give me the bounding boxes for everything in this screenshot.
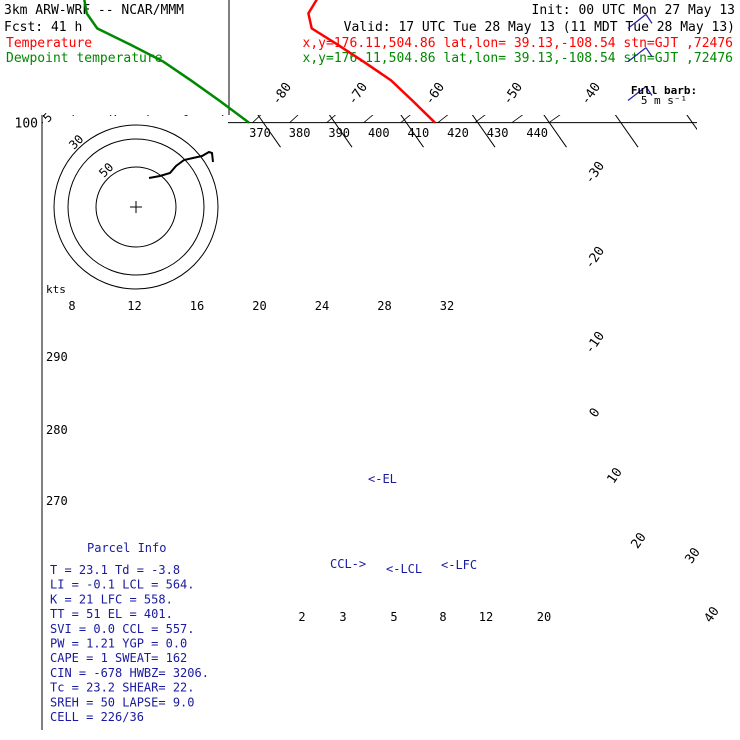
- ring-mid: [67, 138, 205, 276]
- theta-label-left: 270: [46, 494, 68, 508]
- isotherm-label: -10: [582, 329, 608, 357]
- speed-tick-label: 8: [68, 299, 75, 313]
- mixing-ratio-label: 2: [298, 610, 305, 624]
- isotherm-label: -70: [345, 80, 371, 108]
- init-time: Init: 00 UTC Mon 27 May 13: [532, 3, 736, 18]
- parcel-info-row: SVI = 0.0 CCL = 557.: [50, 622, 195, 636]
- parcel-info-row: PW = 1.21 YGP = 0.0: [50, 637, 187, 651]
- lfc-marker: <-LFC: [441, 558, 477, 572]
- ccl-marker: CCL->: [330, 557, 366, 571]
- speed-tick-label: 24: [315, 299, 329, 313]
- mixing-ratio-label: 5: [390, 610, 397, 624]
- sounding-profiles: [83, 0, 436, 124]
- speed-tick-label: 16: [190, 299, 204, 313]
- barb-flag: [645, 14, 653, 24]
- isotherm-label: -20: [582, 244, 608, 272]
- isotherm-label: -30: [582, 159, 608, 187]
- theta-label: 410: [408, 126, 430, 140]
- parcel-info-row: SREH = 50 LAPSE= 9.0: [50, 695, 195, 709]
- hodograph-unit: kts: [46, 283, 66, 296]
- wind-barb: [627, 47, 653, 63]
- pressure-axis: 1002003004005006007008009001000: [15, 0, 230, 730]
- parcel-info-panel: Parcel Info T = 23.1 Td = -3.8LI = -0.1 …: [43, 538, 229, 728]
- hodograph-trace: [148, 150, 214, 179]
- temperature-legend: Temperature: [6, 36, 92, 51]
- isotherm-label: -40: [578, 80, 604, 108]
- theta-label-left: 280: [46, 423, 68, 437]
- isotherm-label: 40: [701, 604, 722, 625]
- isotherm-label: -50: [500, 80, 526, 108]
- theta-label: 420: [447, 126, 469, 140]
- mixing-ratio-label: 3: [339, 610, 346, 624]
- wind-barb: [627, 86, 653, 101]
- speed-tick-label: 28: [377, 299, 391, 313]
- theta-label: 400: [368, 126, 390, 140]
- isotherm-label: 30: [682, 545, 703, 566]
- barb-legend-unit: 5 m s⁻¹: [641, 94, 687, 107]
- parcel-info-row: CIN = -678 HWBZ= 3206.: [50, 666, 209, 680]
- barb-flag: [645, 47, 653, 57]
- mixing-ratio-label: 8: [439, 610, 446, 624]
- ring-inner: [95, 166, 177, 248]
- parcel-info-row: LI = -0.1 LCL = 564.: [50, 578, 195, 592]
- ring-outer: [53, 124, 219, 290]
- temperature-location: x,y=176.11,504.86 lat,lon= 39.13,-108.54…: [303, 36, 733, 51]
- model-title: 3km ARW-WRF -- NCAR/MMM: [4, 3, 184, 18]
- theta-label: 380: [289, 126, 311, 140]
- mixing-ratio-label: 12: [479, 610, 493, 624]
- speed-tick-label: 20: [252, 299, 266, 313]
- isotherm-label: -60: [422, 80, 448, 108]
- parcel-info-row: Tc = 23.2 SHEAR= 22.: [50, 681, 195, 695]
- theta-label-left: 290: [46, 350, 68, 364]
- parcel-info-row: TT = 51 EL = 401.: [50, 607, 173, 621]
- speed-tick-label: 12: [127, 299, 141, 313]
- temperature-line: [307, 0, 436, 124]
- parcel-info-row: T = 23.1 Td = -3.8: [50, 563, 180, 577]
- valid-time: Valid: 17 UTC Tue 28 May 13 (11 MDT Tue …: [344, 20, 735, 35]
- pressure-label: 100: [15, 117, 38, 132]
- forecast-hour: Fcst: 41 h: [4, 20, 82, 35]
- dewpoint-legend: Dewpoint temperature: [6, 51, 163, 66]
- barb-shaft: [627, 13, 647, 29]
- theta-label: 370: [249, 126, 271, 140]
- el-marker: <-EL: [368, 472, 397, 486]
- wind-barb: [627, 13, 653, 29]
- isotherm-label: 20: [628, 530, 649, 551]
- parcel-info-row: K = 21 LFC = 558.: [50, 592, 173, 606]
- barb-legend-title: Full barb:: [631, 84, 697, 97]
- theta-label: 390: [328, 126, 350, 140]
- parcel-info-title: Parcel Info: [87, 541, 166, 555]
- isotherm-label: 10: [604, 465, 625, 486]
- parcel-info-row: CAPE = 1 SWEAT= 162: [50, 651, 187, 665]
- parcel-info-row: CELL = 226/36: [50, 710, 144, 724]
- wind-barbs: [627, 13, 653, 101]
- barb-flag: [645, 86, 653, 96]
- isotherm-label: -80: [269, 80, 295, 108]
- dewpoint-line: [83, 0, 250, 124]
- mixing-ratio-label: 20: [537, 610, 551, 624]
- speed-tick-label: 32: [440, 299, 454, 313]
- lcl-marker: <-LCL: [386, 562, 422, 576]
- barb-shaft: [627, 47, 647, 63]
- theta-label: 440: [526, 126, 548, 140]
- dewpoint-location: x,y=176.11,504.86 lat,lon= 39.13,-108.54…: [303, 51, 733, 66]
- barb-shaft: [627, 86, 647, 101]
- theta-label: 430: [487, 126, 509, 140]
- isotherm-label: 0: [587, 405, 604, 420]
